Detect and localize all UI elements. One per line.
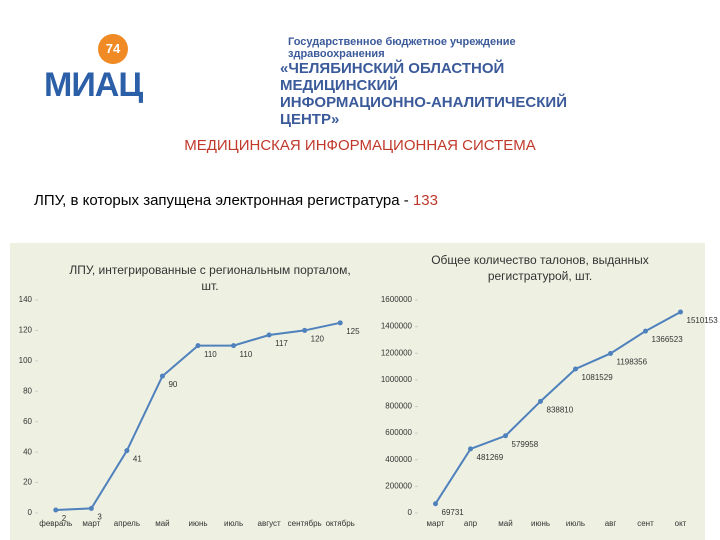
chart-panel — [10, 243, 705, 540]
x-tick-label: авг — [605, 519, 617, 528]
y-tick-label: 0 — [408, 508, 413, 517]
logo: 74 МИАЦ — [40, 20, 160, 110]
x-tick-label: июнь — [531, 519, 550, 528]
logo-circle: 74 — [98, 34, 128, 64]
subtitle: ЛПУ, в которых запущена электронная реги… — [34, 192, 438, 209]
y-tick-label: 600000 — [385, 428, 412, 437]
org-line: Государственное бюджетное учреждение здр… — [288, 36, 516, 60]
x-tick-label: сентябрь — [288, 519, 322, 528]
x-tick-label: февраль — [39, 519, 72, 528]
y-tick-label: 1000000 — [381, 375, 413, 384]
data-label: 1366523 — [652, 335, 684, 344]
series-line — [55, 321, 341, 511]
data-label: 481269 — [477, 453, 504, 462]
org-line: «ЧЕЛЯБИНСКИЙ ОБЛАСТНОЙ МЕДИЦИНСКИЙ — [280, 60, 505, 94]
y-tick-label: 140 — [19, 295, 33, 304]
subtitle-text: ЛПУ, в которых запущена электронная реги… — [34, 192, 413, 209]
logo-number: 74 — [105, 41, 121, 56]
data-point — [433, 501, 438, 507]
data-label: 120 — [311, 335, 325, 344]
org-line: ИНФОРМАЦИОННО-АНАЛИТИЧЕСКИЙ ЦЕНТР» — [280, 94, 567, 128]
x-tick-label: июль — [566, 519, 585, 528]
data-point — [124, 448, 130, 454]
x-tick-label: март — [427, 519, 445, 528]
y-tick-label: 120 — [19, 326, 33, 335]
y-tick-label: 1200000 — [381, 348, 413, 357]
data-point — [88, 505, 94, 511]
data-point — [302, 327, 308, 333]
y-tick-label: 100 — [19, 356, 33, 365]
data-label: 125 — [346, 327, 360, 336]
x-tick-label: июнь — [188, 519, 207, 528]
x-tick-label: сент — [637, 519, 654, 528]
x-tick-label: апр — [464, 519, 478, 528]
y-tick-label: 200000 — [385, 481, 412, 490]
data-label: 579958 — [512, 440, 539, 449]
data-point — [503, 433, 508, 439]
x-tick-label: октябрь — [326, 519, 355, 528]
data-label: 90 — [168, 380, 177, 389]
data-label: 838810 — [547, 405, 574, 414]
x-tick-label: окт — [675, 519, 687, 528]
y-tick-label: 80 — [23, 386, 32, 395]
y-tick-label: 0 — [28, 508, 33, 517]
data-label: 69731 — [442, 508, 465, 517]
data-label: 110 — [204, 350, 217, 359]
y-tick-label: 20 — [23, 478, 32, 487]
data-label: 1081529 — [582, 373, 614, 382]
data-label: 2 — [62, 514, 67, 523]
x-tick-label: май — [155, 519, 169, 528]
chart-title: ЛПУ, интегрированные с региональным порт… — [69, 263, 351, 293]
logo-text: МИАЦ — [44, 66, 143, 104]
data-label: 1198356 — [617, 358, 648, 367]
data-label: 117 — [275, 339, 288, 348]
y-tick-label: 40 — [23, 447, 32, 456]
x-tick-label: август — [258, 519, 282, 528]
data-point — [159, 373, 165, 379]
x-tick-label: июль — [224, 519, 243, 528]
y-tick-label: 800000 — [385, 402, 412, 411]
data-point — [678, 309, 683, 315]
x-tick-label: апрель — [114, 519, 140, 528]
series-line — [434, 311, 681, 505]
chart-title: Общее количество талонов, выданных регис… — [431, 253, 649, 283]
data-point — [337, 320, 343, 326]
subtitle-count: 133 — [412, 192, 438, 209]
data-label: 41 — [133, 455, 142, 464]
data-point — [231, 343, 237, 349]
data-point — [573, 366, 578, 372]
org-block: Государственное бюджетное учреждение здр… — [280, 36, 610, 128]
x-tick-label: май — [498, 519, 512, 528]
data-point — [538, 398, 543, 404]
data-label: 110 — [240, 350, 253, 359]
data-point — [195, 343, 201, 349]
data-point — [468, 446, 473, 452]
data-label: 3 — [97, 513, 102, 522]
data-point — [53, 507, 59, 513]
y-tick-label: 1400000 — [381, 322, 413, 331]
main-title: МЕДИЦИНСКАЯ ИНФОРМАЦИОННАЯ СИСТЕМА — [184, 137, 536, 154]
data-point — [643, 328, 648, 334]
y-tick-label: 1600000 — [381, 295, 413, 304]
data-point — [608, 350, 613, 356]
data-label: 1510153 — [687, 316, 719, 325]
x-tick-label: март — [82, 519, 100, 528]
y-tick-label: 60 — [23, 417, 32, 426]
y-tick-label: 400000 — [385, 455, 412, 464]
data-point — [266, 332, 272, 338]
